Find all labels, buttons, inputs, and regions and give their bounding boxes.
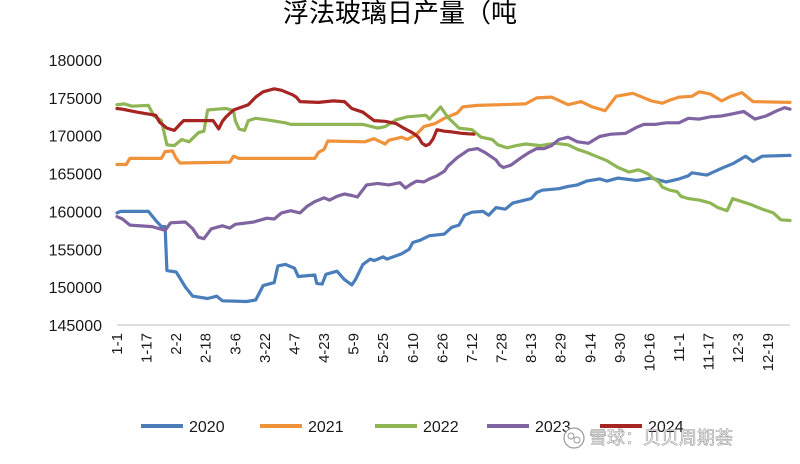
series-line-2023 bbox=[115, 106, 792, 241]
x-tick-label: 7-12 bbox=[464, 333, 481, 363]
x-tick-label: 9-14 bbox=[582, 333, 599, 363]
y-tick-label: 180000 bbox=[49, 53, 102, 70]
legend-label-2024: 2024 bbox=[648, 419, 684, 436]
y-tick-label: 170000 bbox=[49, 129, 102, 146]
x-tick-label: 11-17 bbox=[701, 333, 718, 370]
x-tick-label: 4-23 bbox=[316, 333, 333, 363]
x-tick-label: 3-6 bbox=[227, 333, 244, 355]
legend-label-2021: 2021 bbox=[308, 419, 344, 436]
x-tick-label: 5-9 bbox=[346, 333, 363, 355]
watermark: 雪球：贝贝周期荟 bbox=[563, 427, 733, 449]
legend: 2020 2021 2022 2023 2024 bbox=[141, 419, 684, 436]
x-tick-label: 2-18 bbox=[198, 333, 215, 363]
x-tick-label: 1-1 bbox=[109, 333, 126, 355]
x-tick-label: 5-25 bbox=[375, 333, 392, 363]
x-axis: 1-1 1-17 2-2 2-18 3-6 3-22 4-7 4-23 5-9 5-25 6-10 6… bbox=[109, 333, 777, 371]
y-tick-label: 175000 bbox=[49, 91, 102, 108]
series-line-2024 bbox=[115, 87, 476, 148]
watermark-text: 雪球：贝贝周期荟 bbox=[589, 428, 733, 449]
x-tick-label: 9-30 bbox=[612, 333, 629, 363]
x-tick-label: 3-22 bbox=[257, 333, 274, 363]
x-tick-label: 8-13 bbox=[523, 333, 540, 363]
x-tick-label: 12-19 bbox=[760, 333, 777, 371]
x-tick-label: 7-28 bbox=[494, 333, 511, 363]
legend-label-2020: 2020 bbox=[189, 419, 225, 436]
y-tick-label: 145000 bbox=[49, 318, 102, 335]
y-tick-label: 155000 bbox=[49, 242, 102, 259]
x-tick-label: 4-7 bbox=[286, 333, 303, 355]
x-tick-label: 8-29 bbox=[553, 333, 570, 363]
series-line-2020 bbox=[115, 153, 792, 304]
x-tick-label: 6-26 bbox=[434, 333, 451, 363]
legend-label-2023: 2023 bbox=[535, 419, 571, 436]
chart-title: 浮法玻璃日产量（吨 bbox=[283, 0, 517, 29]
x-tick-label: 10-16 bbox=[641, 333, 658, 371]
x-tick-label: 6-10 bbox=[405, 333, 422, 363]
y-tick-label: 165000 bbox=[49, 167, 102, 184]
x-tick-label: 2-2 bbox=[168, 333, 185, 355]
x-tick-label: 12-3 bbox=[730, 333, 747, 363]
series-line-2021 bbox=[115, 90, 792, 167]
snowball-logo-icon bbox=[563, 427, 585, 449]
x-tick-label: 1-17 bbox=[139, 333, 156, 363]
series-layer bbox=[115, 87, 792, 304]
legend-label-2022: 2022 bbox=[423, 419, 459, 436]
y-axis: 145000 150000 155000 160000 165000 170000 1750… bbox=[49, 53, 102, 335]
x-tick-label: 11-1 bbox=[671, 333, 688, 362]
y-tick-label: 150000 bbox=[49, 280, 102, 297]
y-tick-label: 160000 bbox=[49, 204, 102, 221]
